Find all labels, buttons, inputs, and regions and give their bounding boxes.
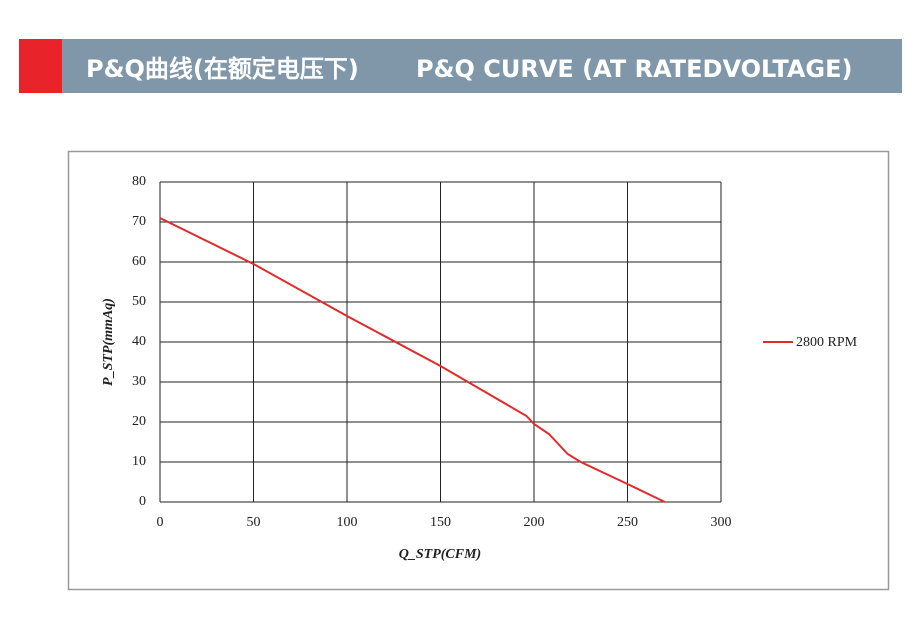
y-tick-label: 0 xyxy=(139,494,146,509)
x-tick-label: 100 xyxy=(337,515,358,530)
y-tick-label: 10 xyxy=(132,454,146,469)
header-accent xyxy=(19,39,62,93)
x-tick-label: 250 xyxy=(617,515,638,530)
data-line xyxy=(159,217,666,503)
y-tick-label: 30 xyxy=(132,374,146,389)
y-tick-label: 40 xyxy=(132,334,146,349)
y-tick-label: 20 xyxy=(132,414,146,429)
y-tick-label: 50 xyxy=(132,294,146,309)
y-axis-title: P_STP(mmAq) xyxy=(101,298,116,386)
legend-label: 2800 RPM xyxy=(796,335,858,350)
x-tick-label: 0 xyxy=(157,515,164,530)
header-title: P&Q曲线(在额定电压下) xyxy=(86,55,359,83)
y-tick-label: 70 xyxy=(132,214,146,229)
y-tick-label: 80 xyxy=(132,174,146,189)
header-band xyxy=(62,39,902,93)
chart-frame xyxy=(67,150,890,591)
x-tick-label: 200 xyxy=(524,515,545,530)
x-tick-label: 50 xyxy=(247,515,261,530)
x-tick-label: 300 xyxy=(711,515,732,530)
y-tick-label: 60 xyxy=(132,254,146,269)
x-axis-title: Q_STP(CFM) xyxy=(399,547,481,562)
header-subtitle: P&Q CURVE (AT RATEDVOLTAGE) xyxy=(416,55,853,83)
x-tick-label: 150 xyxy=(430,515,451,530)
